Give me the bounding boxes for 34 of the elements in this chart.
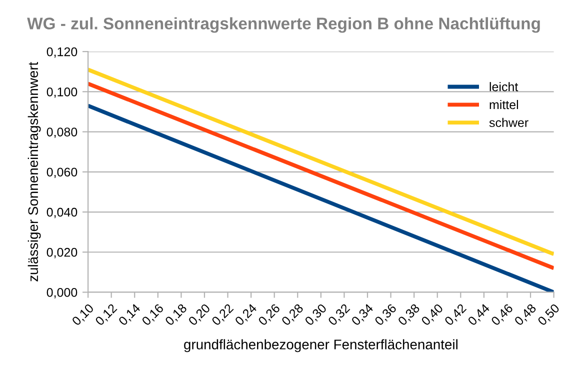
y-tick-label: 0,060 <box>46 168 78 178</box>
y-tick-label: 0,040 <box>46 208 78 218</box>
chart-title: WG - zul. Sonneneintragskennwerte Region B ohne Nachtlüftung <box>27 17 540 33</box>
x-tick-label: 0,44 <box>467 303 492 328</box>
y-tick-label: 0,020 <box>46 248 78 258</box>
y-axis-title: zulässiger Sonneneintragskennwert <box>28 62 41 282</box>
y-tick-label: 0,120 <box>46 47 78 58</box>
x-tick-label: 0,42 <box>444 303 468 328</box>
x-tick-label: 0,18 <box>164 303 188 328</box>
x-tick-label: 0,46 <box>490 303 514 328</box>
x-tick-label: 0,38 <box>397 303 422 328</box>
x-tick-label: 0,50 <box>537 303 561 328</box>
x-tick-label: 0,48 <box>514 303 538 328</box>
x-tick-label: 0,22 <box>211 303 235 328</box>
x-tick-label: 0,30 <box>304 303 328 328</box>
x-tick-label: 0,36 <box>374 303 398 328</box>
y-tick-label: 0,080 <box>46 128 78 138</box>
legend-label: mittel <box>490 100 518 110</box>
x-tick-label: 0,34 <box>350 303 375 328</box>
x-tick-label: 0,10 <box>71 303 96 328</box>
y-tick-label: 0,000 <box>46 288 78 298</box>
x-axis-title: grundflächenbezogener Fensterflächenanteil <box>184 339 458 352</box>
x-tick-label: 0,40 <box>420 303 445 328</box>
x-tick-label: 0,32 <box>328 303 352 328</box>
x-tick-label: 0,12 <box>94 303 118 328</box>
x-tick-label: 0,16 <box>141 303 166 328</box>
y-tick-label: 0,100 <box>46 87 78 98</box>
x-tick-label: 0,14 <box>118 303 142 328</box>
legend-label: schwer <box>489 118 528 128</box>
legend-label: leicht <box>490 82 518 92</box>
x-tick-label: 0,26 <box>258 303 282 328</box>
x-tick-label: 0,20 <box>188 303 212 328</box>
x-tick-label: 0,24 <box>234 303 258 328</box>
x-tick-label: 0,28 <box>281 303 305 328</box>
